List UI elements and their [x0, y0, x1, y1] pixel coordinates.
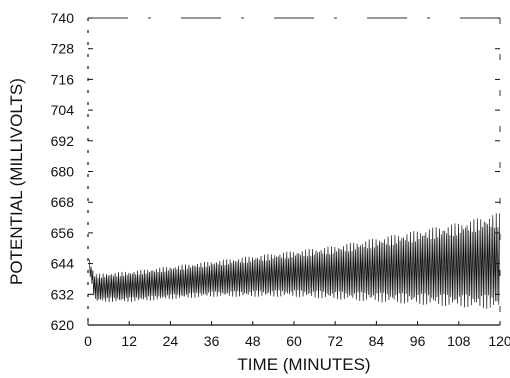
x-tick-label: 84: [369, 333, 385, 349]
x-tick-label: 36: [204, 333, 220, 349]
y-tick-label: 656: [51, 225, 75, 241]
y-tick-label: 668: [51, 194, 75, 210]
y-tick-label: 728: [51, 41, 75, 57]
x-tick-label: 108: [447, 333, 471, 349]
y-tick-label: 680: [51, 164, 75, 180]
x-tick-label: 96: [410, 333, 426, 349]
x-tick-label: 120: [488, 333, 510, 349]
y-tick-label: 620: [51, 317, 75, 333]
x-tick-label: 24: [163, 333, 179, 349]
y-axis-title: POTENTIAL (MILLIVOLTS): [7, 78, 26, 285]
plot-area: [89, 213, 501, 309]
y-tick-label: 644: [51, 256, 75, 272]
x-tick-label: 60: [286, 333, 302, 349]
y-tick-label: 632: [51, 286, 75, 302]
y-tick-label: 704: [51, 102, 75, 118]
y-tick-label: 716: [51, 71, 75, 87]
series-oscillation-line: [89, 213, 501, 309]
x-tick-label: 0: [84, 333, 92, 349]
x-tick-label: 12: [121, 333, 137, 349]
x-axis-title: TIME (MINUTES): [237, 355, 370, 374]
x-tick-labels: 0 12 24 36 48 60 72 84 96 108 120: [84, 333, 510, 349]
y-tick-label: 740: [51, 10, 75, 26]
y-tick-labels: 620 632 644 656 668 680 692 704 716 728 740: [51, 10, 75, 333]
x-tick-label: 48: [245, 333, 261, 349]
x-tick-label: 72: [327, 333, 343, 349]
y-tick-label: 692: [51, 133, 75, 149]
